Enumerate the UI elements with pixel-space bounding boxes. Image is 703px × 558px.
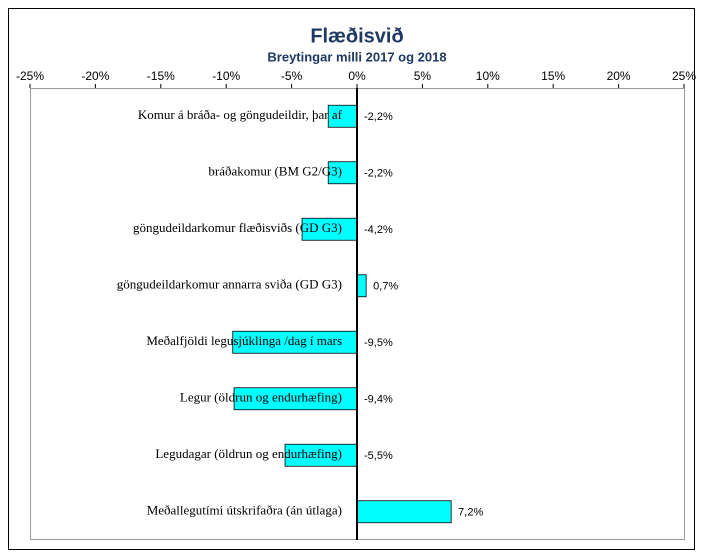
x-tick-label: -10%	[212, 69, 240, 83]
x-tick-label: 25%	[672, 69, 696, 83]
category-label: Legudagar (öldrun og endurhæfing)	[155, 446, 342, 461]
x-tick-label: -25%	[16, 69, 44, 83]
x-tick-label: 5%	[414, 69, 432, 83]
chart-title: Flæðisvið	[310, 25, 403, 47]
x-tick-label: -20%	[81, 69, 109, 83]
category-label: Komur á bráða- og göngudeildir, þar af	[138, 107, 343, 122]
x-tick-label: -15%	[147, 69, 175, 83]
x-tick-label: -5%	[281, 69, 303, 83]
value-label: -4,2%	[364, 224, 393, 236]
x-tick-label: 15%	[541, 69, 565, 83]
value-label: -9,5%	[364, 337, 393, 349]
value-label: -9,4%	[364, 394, 393, 406]
x-tick-label: 20%	[607, 69, 631, 83]
x-tick-label: 0%	[348, 69, 366, 83]
category-label: bráðakomur (BM G2/G3)	[208, 164, 342, 179]
chart-subtitle: Breytingar milli 2017 og 2018	[267, 49, 446, 64]
x-tick-label: 10%	[476, 69, 500, 83]
category-label: Meðallegutími útskrifaðra (án útlaga)	[147, 503, 342, 518]
value-label: 7,2%	[458, 507, 483, 519]
category-label: Meðalfjöldi legusjúklinga /dag í mars	[146, 333, 342, 348]
value-label: -2,2%	[364, 111, 393, 123]
value-label: 0,7%	[373, 281, 398, 293]
category-label: göngudeildarkomur annarra sviða (GD G3)	[117, 277, 342, 292]
bar	[356, 274, 367, 298]
chart-border	[8, 8, 695, 550]
category-label: Legur (öldrun og endurhæfing)	[180, 390, 342, 405]
category-label: göngudeildarkomur flæðisviðs (GD G3)	[133, 220, 342, 235]
value-label: -2,2%	[364, 168, 393, 180]
bar	[356, 500, 452, 524]
value-label: -5,5%	[364, 450, 393, 462]
